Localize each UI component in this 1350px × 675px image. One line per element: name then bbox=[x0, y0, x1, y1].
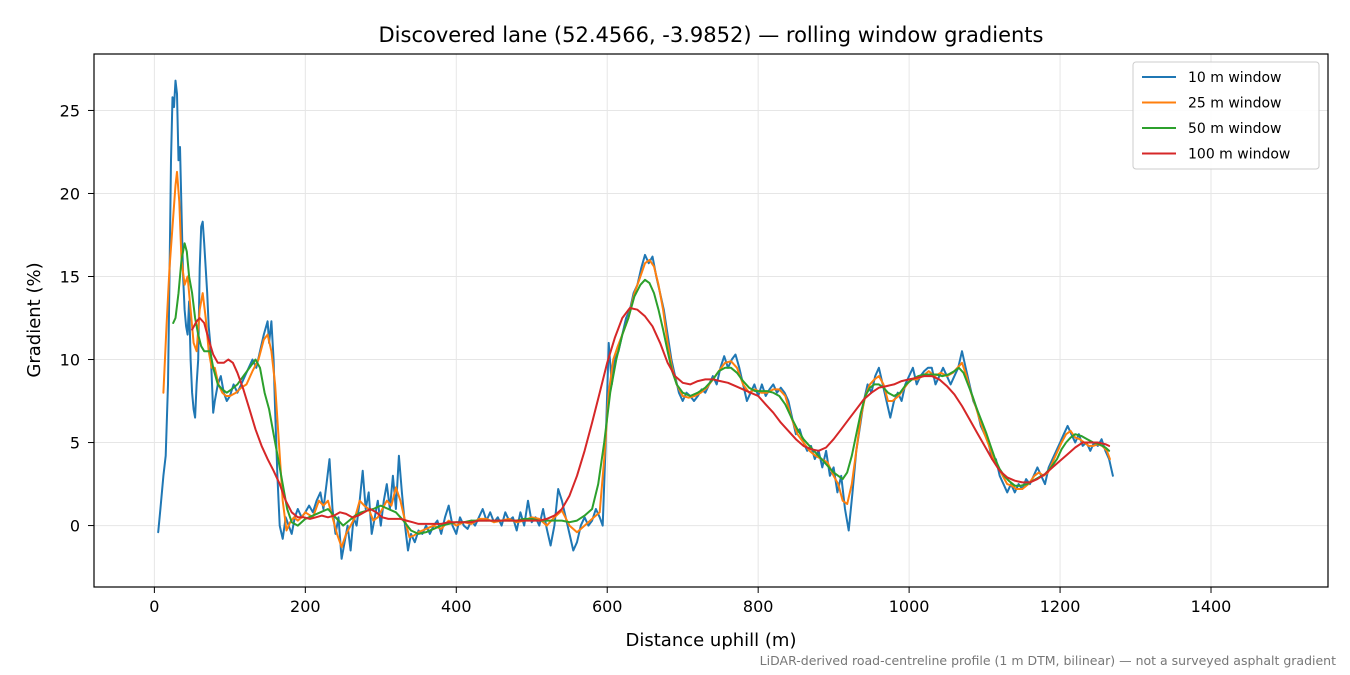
x-tick-label: 1200 bbox=[1040, 597, 1081, 616]
plot-area bbox=[157, 79, 1114, 560]
series-line-3 bbox=[172, 242, 1111, 535]
y-tick-label: 0 bbox=[70, 517, 80, 536]
x-tick-label: 600 bbox=[592, 597, 623, 616]
y-axis-label: Gradient (%) bbox=[24, 262, 45, 377]
legend-box bbox=[1132, 61, 1320, 170]
x-tick-label: 0 bbox=[149, 597, 159, 616]
y-tick-label: 5 bbox=[70, 434, 80, 453]
legend-label: 10 m window bbox=[1188, 70, 1281, 86]
x-tick-label: 1400 bbox=[1191, 597, 1232, 616]
x-tick-label: 800 bbox=[743, 597, 774, 616]
legend-label: 50 m window bbox=[1188, 121, 1281, 137]
x-axis-label: Distance uphill (m) bbox=[626, 630, 797, 651]
chart-footnote: LiDAR-derived road-centreline profile (1… bbox=[760, 653, 1336, 668]
series-line-1 bbox=[157, 79, 1114, 560]
chart-title: Discovered lane (52.4566, -3.9852) — rol… bbox=[379, 23, 1044, 47]
legend: 10 m window 25 m window 50 m window 100 m w… bbox=[1132, 61, 1320, 170]
x-tick-label: 400 bbox=[441, 597, 472, 616]
legend-label: 100 m window bbox=[1188, 147, 1290, 163]
x-tick-label: 1000 bbox=[889, 597, 930, 616]
plot-frame bbox=[93, 53, 1329, 588]
x-tick-label: 200 bbox=[290, 597, 321, 616]
series-line-4 bbox=[191, 307, 1111, 525]
y-tick-label: 25 bbox=[60, 101, 80, 120]
y-tick-label: 20 bbox=[60, 184, 80, 203]
y-tick-label: 10 bbox=[60, 351, 80, 370]
legend-label: 25 m window bbox=[1188, 96, 1281, 112]
grid-lines bbox=[94, 54, 1328, 587]
axis-ticks: 0 200 400 600 800 1000 1200 1400 0 5 10 15 20 25 bbox=[60, 101, 1232, 616]
y-tick-label: 15 bbox=[60, 267, 80, 286]
